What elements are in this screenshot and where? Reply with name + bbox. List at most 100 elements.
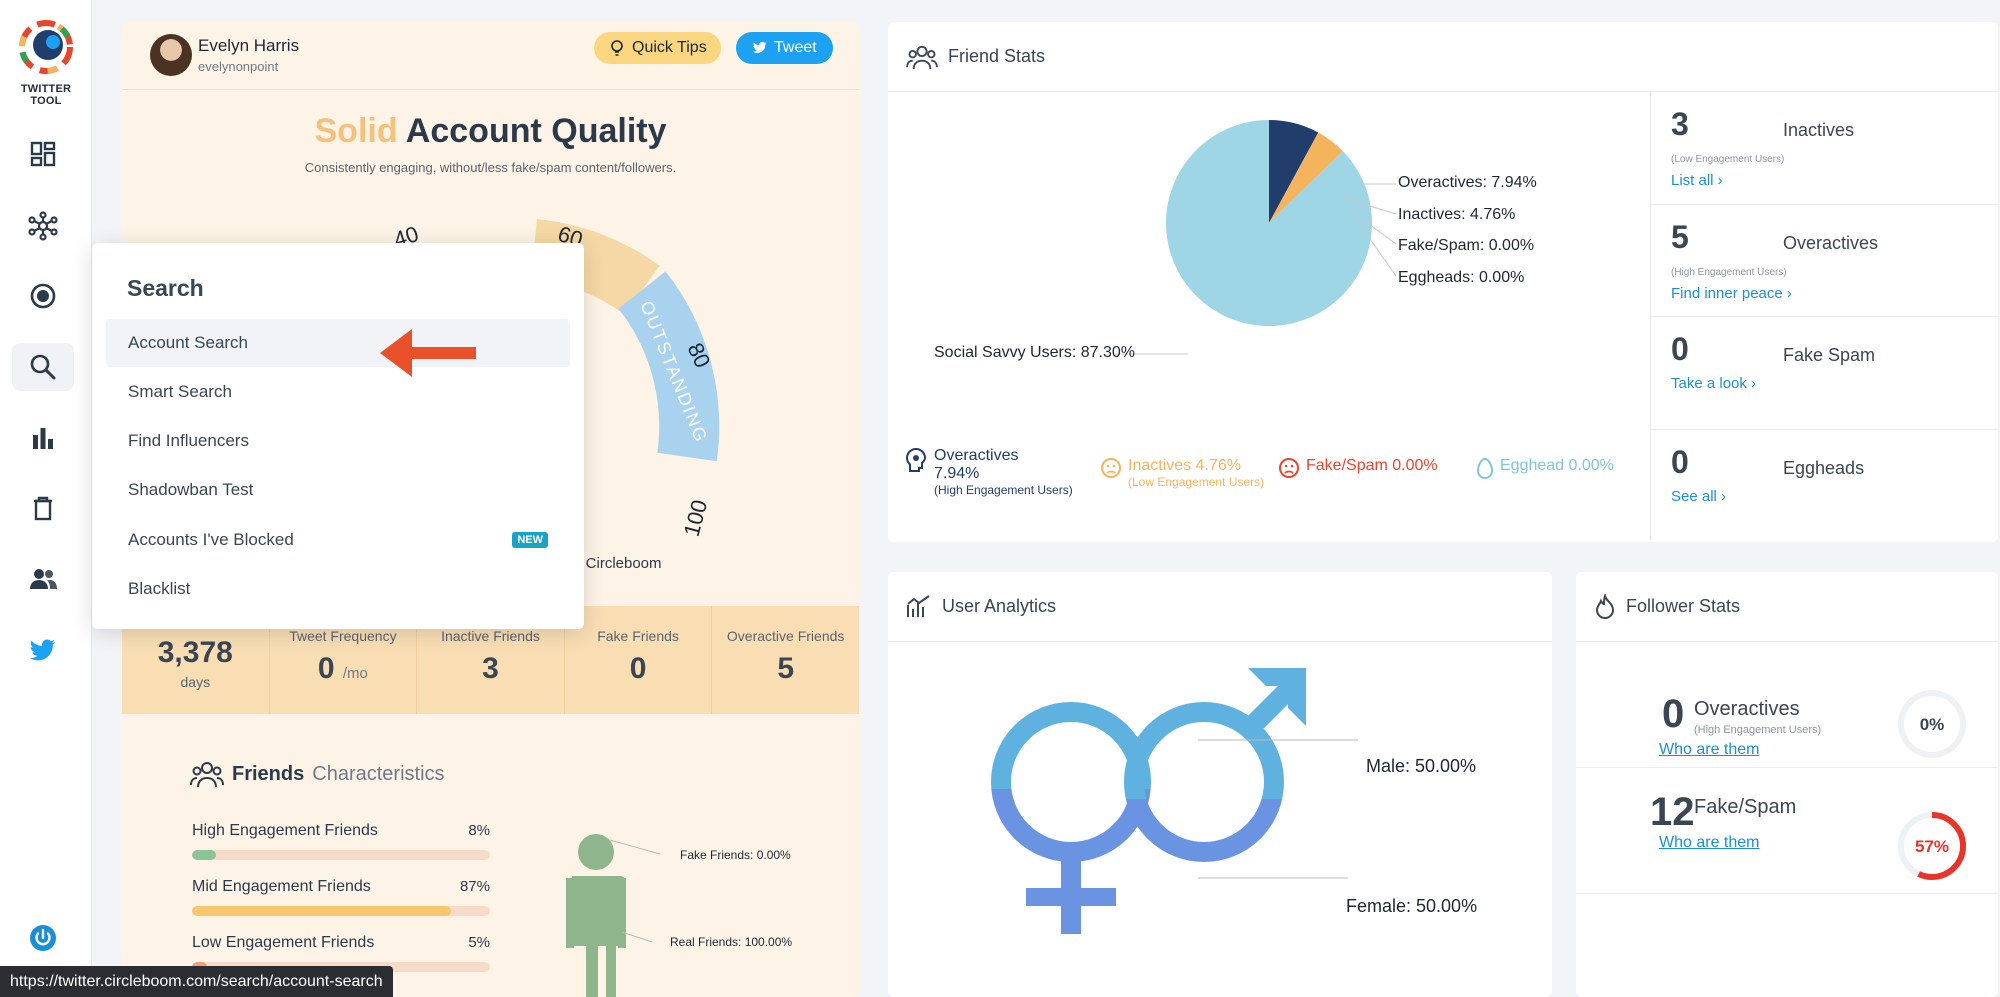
see-all-link[interactable]: See all › (1671, 487, 1727, 505)
nav-dashboard[interactable] (12, 130, 74, 178)
person-figure-icon (566, 834, 661, 997)
legend-inactives: Inactives 4.76% (Low Engagement Users) (1100, 457, 1264, 489)
pie-label-social-savvy: Social Savvy Users: 87.30% (934, 344, 1135, 361)
logo-text: TWITTER TOOL (20, 83, 72, 107)
network-icon (28, 211, 58, 241)
avatar[interactable] (150, 34, 192, 76)
bar-mid-engagement: Mid Engagement Friends 87% (192, 878, 490, 916)
follower-overactives-row: 0 Overactives (High Engagement Users) Wh… (1576, 642, 1998, 768)
user-analytics-header: User Analytics (888, 572, 1552, 642)
take-a-look-link[interactable]: Take a look › (1671, 375, 1757, 392)
menu-item-label: Blacklist (128, 579, 191, 598)
menu-find-influencers[interactable]: Find Influencers (106, 417, 570, 465)
menu-account-search[interactable]: Account Search (106, 319, 570, 367)
metric-unit: days (180, 674, 211, 690)
metric-inactive-friends: Inactive Friends 3 (417, 606, 565, 714)
male-label: Male: 50.00% (1366, 756, 1477, 776)
gauge-label-100: 100 (679, 497, 713, 539)
menu-shadowban-test[interactable]: Shadowban Test (106, 466, 570, 514)
menu-item-label: Smart Search (128, 382, 232, 401)
metric-unit: /mo (342, 665, 368, 682)
follower-sub: (High Engagement Users) (1694, 724, 1822, 736)
quick-tips-button[interactable]: Quick Tips (594, 32, 721, 64)
bar-track (192, 850, 490, 860)
bar-chart-icon (33, 428, 53, 449)
nav-followers[interactable] (12, 555, 74, 603)
metric-account-age: 3,378 days (122, 606, 270, 714)
friend-stats-title: Friend Stats (948, 46, 1046, 66)
bar-percent: 8% (468, 822, 490, 839)
metric-label: Inactive Friends (441, 628, 540, 644)
menu-blacklist[interactable]: Blacklist (106, 565, 570, 613)
summary-count: 0 (1671, 331, 1689, 367)
menu-smart-search[interactable]: Smart Search (106, 368, 570, 416)
account-header: Evelyn Harris evelynonpoint Quick Tips T… (122, 22, 859, 90)
nav-analytics[interactable] (12, 414, 74, 462)
summary-name: Fake Spam (1783, 345, 1876, 365)
quality-title: Solid Account Quality (122, 112, 859, 151)
nav-search[interactable] (12, 343, 74, 391)
bar-high-engagement: High Engagement Friends 8% (192, 822, 490, 860)
summary-inactives: 3 Inactives (Low Engagement Users) List … (1651, 92, 1998, 205)
metric-value: 3 (482, 652, 499, 685)
target-icon (30, 283, 56, 309)
quality-rest: Account Quality (405, 112, 667, 150)
quality-word: Solid (314, 112, 398, 150)
tweet-button[interactable]: Tweet (736, 32, 833, 64)
real-friends-label: Real Friends: 100.00% (670, 935, 793, 949)
people-group-icon (906, 45, 938, 69)
nav-logout[interactable] (12, 914, 74, 962)
bar-percent: 87% (459, 878, 490, 895)
nav-twitter[interactable] (12, 625, 74, 673)
legend-text: Overactives 7.94% (High Engagement Users) (934, 447, 1073, 497)
list-all-link[interactable]: List all › (1671, 172, 1723, 189)
bar-fill (192, 850, 216, 860)
legend-egghead: Egghead 0.00% (1476, 457, 1614, 479)
legend-sub: (Low Engagement Users) (1128, 475, 1265, 489)
fc-title-light: Characteristics (312, 762, 445, 785)
summary-sub: (Low Engagement Users) (1671, 154, 1785, 165)
donut-percent: 0% (1920, 715, 1945, 734)
find-inner-peace-link[interactable]: Find inner peace › (1671, 284, 1792, 302)
metric-value: 0 (629, 652, 647, 685)
bar-label: Low Engagement Friends (192, 934, 375, 951)
pie-slice-inactives (1269, 132, 1343, 223)
donut-percent: 57% (1915, 837, 1949, 856)
fake-spam-donut: 57% (1898, 812, 1966, 880)
metric-label: Overactive Friends (726, 628, 845, 644)
legend-label: Egghead 0.00% (1500, 457, 1614, 474)
menu-item-label: Account Search (128, 333, 249, 352)
bar-track (192, 906, 490, 916)
users-icon (30, 569, 57, 589)
bar-fill (192, 906, 452, 916)
friend-stats-chart-area: Overactives: 7.94% Inactives: 4.76% Fake… (888, 92, 1650, 542)
summary-count: 0 (1671, 443, 1689, 480)
browser-status-url: https://twitter.circleboom.com/search/ac… (0, 966, 393, 997)
user-name: Evelyn Harris (198, 36, 300, 55)
angry-face-icon (1279, 458, 1299, 478)
who-are-them-link[interactable]: Who are them (1659, 741, 1760, 758)
user-analytics-card: User Analytics Male: 50.00% Female: 50.0… (888, 572, 1552, 997)
follower-count: 0 (1662, 692, 1685, 736)
legend-label: Inactives 4.76% (1128, 457, 1241, 474)
legend-sub: (High Engagement Users) (934, 483, 1073, 497)
pie-label-overactives: Overactives: 7.94% (1398, 174, 1537, 191)
new-badge: NEW (512, 532, 548, 548)
app-logo[interactable]: TWITTER TOOL (12, 20, 80, 107)
nav-delete[interactable] (12, 484, 74, 532)
menu-accounts-blocked[interactable]: Accounts I've Blocked NEW (106, 516, 570, 564)
who-are-them-link[interactable]: Who are them (1659, 834, 1760, 851)
follower-stats-title: Follower Stats (1626, 596, 1741, 616)
search-dropdown-menu: Search Account Search Smart Search Find … (92, 243, 584, 629)
gender-symbols-icon (991, 668, 1358, 934)
nav-circle-view[interactable] (12, 202, 74, 250)
summary-overactives: 5 Overactives (High Engagement Users) Fi… (1651, 205, 1998, 317)
pie-label-fake-spam: Fake/Spam: 0.00% (1398, 237, 1535, 254)
nav-target[interactable] (12, 272, 74, 320)
summary-name: Overactives (1783, 232, 1879, 253)
menu-item-label: Find Influencers (128, 431, 249, 450)
account-quality-card: Evelyn Harris evelynonpoint Quick Tips T… (122, 22, 859, 997)
friends-characteristics-title: Friends Characteristics (190, 760, 445, 788)
follower-stats-card: Follower Stats 0 Overactives (High Engag… (1576, 572, 1998, 997)
follower-name: Overactives (1694, 698, 1800, 720)
